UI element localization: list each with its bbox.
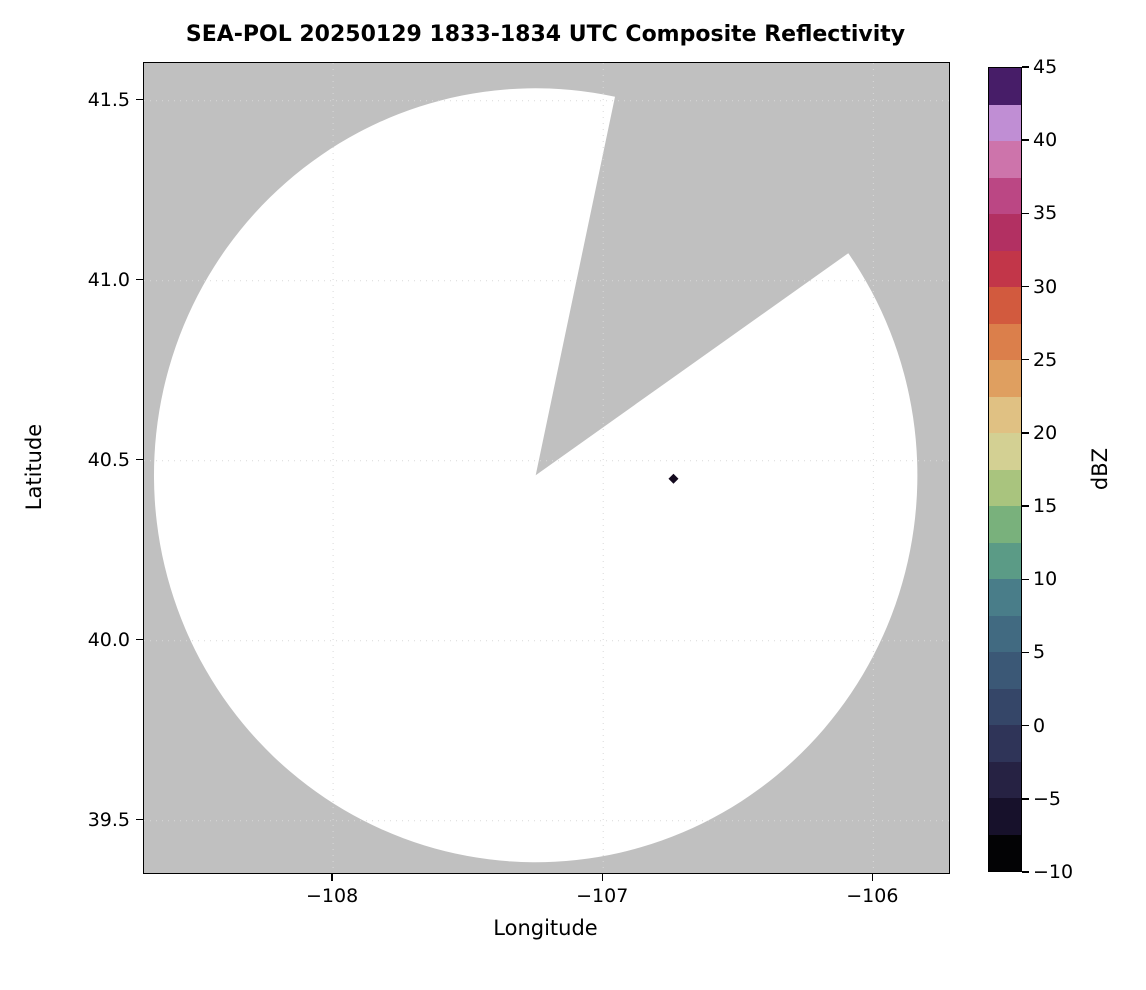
colorbar-tick-mark	[1022, 285, 1029, 288]
colorbar-tick-mark	[1022, 871, 1029, 873]
colorbar-segment	[989, 542, 1021, 579]
y-axis-tick-mark	[136, 99, 143, 101]
colorbar-segment	[989, 652, 1021, 689]
colorbar-tick-mark	[1022, 432, 1029, 434]
colorbar-label: dBZ	[1088, 447, 1112, 491]
y-axis-tick-label: 40.5	[87, 448, 130, 471]
colorbar-segment	[989, 725, 1021, 762]
colorbar-segment	[989, 287, 1021, 324]
colorbar-segment	[989, 177, 1021, 214]
y-axis-tick-mark	[136, 459, 143, 461]
x-axis-tick-mark	[601, 874, 603, 881]
x-axis-tick-mark	[331, 874, 333, 881]
colorbar-tick-mark	[1022, 139, 1029, 141]
y-axis-tick-mark	[136, 819, 143, 821]
colorbar-tick-label: 25	[1033, 348, 1058, 371]
radar-echoes	[668, 473, 679, 484]
colorbar-segment	[989, 360, 1021, 397]
colorbar-segment	[989, 433, 1021, 470]
colorbar-segment	[989, 506, 1021, 543]
colorbar-segment	[989, 323, 1021, 360]
colorbar-tick-label: −5	[1033, 787, 1062, 810]
x-axis-tick-label: −108	[306, 885, 359, 907]
colorbar-segment	[989, 469, 1021, 506]
x-axis-tick-label: −107	[576, 885, 629, 907]
colorbar-tick-label: 15	[1033, 495, 1058, 518]
colorbar-tick-label: 30	[1033, 275, 1058, 298]
colorbar-segment	[989, 761, 1021, 798]
colorbar-tick-mark	[1022, 798, 1029, 800]
chart-title: SEA-POL 20250129 1833-1834 UTC Composite…	[185, 22, 906, 47]
radar-coverage-svg	[144, 63, 949, 873]
y-axis-tick-label: 41.5	[87, 88, 130, 111]
colorbar-tick-label: −10	[1033, 861, 1074, 883]
x-axis-tick-label: −106	[846, 885, 899, 907]
colorbar-tick-mark	[1022, 505, 1029, 507]
colorbar-tick-label: 0	[1033, 714, 1046, 737]
colorbar-tick-mark	[1022, 212, 1029, 215]
plot-area	[143, 62, 950, 874]
colorbar-tick-mark	[1022, 66, 1029, 68]
colorbar-segment	[989, 688, 1021, 725]
y-axis-tick-mark	[136, 279, 143, 281]
colorbar-segment	[989, 396, 1021, 433]
colorbar-segment	[989, 104, 1021, 141]
y-axis-tick-label: 40.0	[87, 628, 130, 651]
radar-coverage-area	[153, 88, 918, 863]
y-axis-tick-label: 41.0	[87, 268, 130, 291]
colorbar-tick-label: 20	[1033, 421, 1058, 444]
colorbar-tick-mark	[1022, 651, 1029, 654]
colorbar-tick-mark	[1022, 578, 1029, 580]
radar-echo-point	[668, 473, 679, 484]
colorbar-segment	[989, 579, 1021, 616]
x-axis-label: Longitude	[493, 916, 598, 940]
x-axis-tick-mark	[871, 874, 874, 881]
colorbar-tick-label: 40	[1033, 129, 1058, 152]
colorbar-segment	[989, 141, 1021, 178]
colorbar-segment	[989, 214, 1021, 251]
colorbar	[988, 67, 1022, 872]
y-axis-tick-mark	[136, 639, 143, 641]
colorbar-segment	[989, 834, 1021, 871]
colorbar-tick-label: 5	[1033, 641, 1046, 664]
colorbar-tick-label: 45	[1033, 56, 1058, 78]
colorbar-segment	[989, 68, 1021, 105]
grid-lines	[144, 63, 949, 873]
colorbar-segment	[989, 615, 1021, 652]
y-axis-tick-label: 39.5	[87, 808, 130, 831]
colorbar-tick-mark	[1022, 724, 1029, 727]
colorbar-segment	[989, 250, 1021, 287]
colorbar-tick-mark	[1022, 359, 1029, 361]
colorbar-segment	[989, 798, 1021, 835]
colorbar-tick-label: 10	[1033, 568, 1058, 591]
colorbar-tick-label: 35	[1033, 202, 1058, 225]
